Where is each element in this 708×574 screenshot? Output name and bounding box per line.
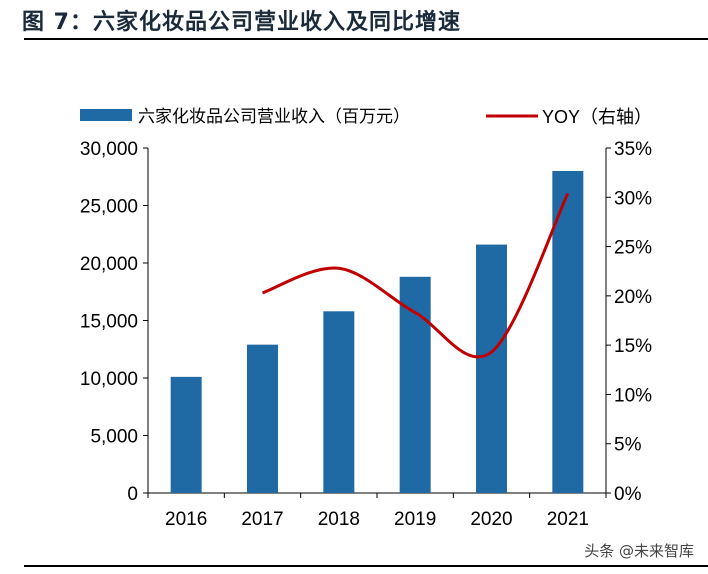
x-tick-label: 2016 [165, 509, 207, 530]
legend-line-label: YOY（右轴） [542, 107, 652, 127]
x-tick-label: 2017 [241, 509, 283, 530]
legend-bar-swatch [80, 109, 132, 121]
bar-2016 [170, 376, 202, 493]
right-tick-label: 5% [614, 435, 642, 456]
bar-2021 [552, 171, 584, 493]
right-tick-label: 15% [614, 336, 652, 357]
bottom-divider [24, 565, 708, 567]
left-tick-label: 20,000 [80, 254, 138, 275]
bar-2018 [323, 311, 355, 493]
right-tick-label: 10% [614, 385, 652, 406]
figure-title: 图 7：六家化妆品公司营业收入及同比增速 [22, 10, 461, 35]
bar-2020 [476, 244, 507, 493]
bar-2017 [247, 344, 278, 493]
yoy-line [261, 192, 570, 359]
right-tick-label: 35% [614, 139, 652, 160]
watermark: 头条 @未来智库 [584, 542, 694, 560]
right-tick-label: 0% [614, 484, 642, 505]
right-tick-label: 30% [614, 188, 652, 209]
legend-bar-label: 六家化妆品公司营业收入（百万元） [138, 107, 410, 126]
x-tick-label: 2019 [394, 509, 436, 530]
left-tick-label: 30,000 [80, 139, 138, 160]
title-divider [24, 38, 708, 40]
right-tick-label: 20% [614, 287, 652, 308]
left-tick-label: 15,000 [80, 312, 138, 333]
bar-2019 [399, 276, 431, 493]
left-tick-label: 5,000 [90, 427, 138, 448]
x-tick-label: 2020 [470, 509, 512, 530]
right-tick-label: 25% [614, 238, 652, 259]
x-tick-label: 2021 [547, 509, 589, 530]
x-tick-label: 2018 [318, 509, 360, 530]
left-tick-label: 25,000 [80, 197, 138, 218]
left-tick-label: 0 [127, 484, 138, 505]
left-tick-label: 10,000 [80, 369, 138, 390]
